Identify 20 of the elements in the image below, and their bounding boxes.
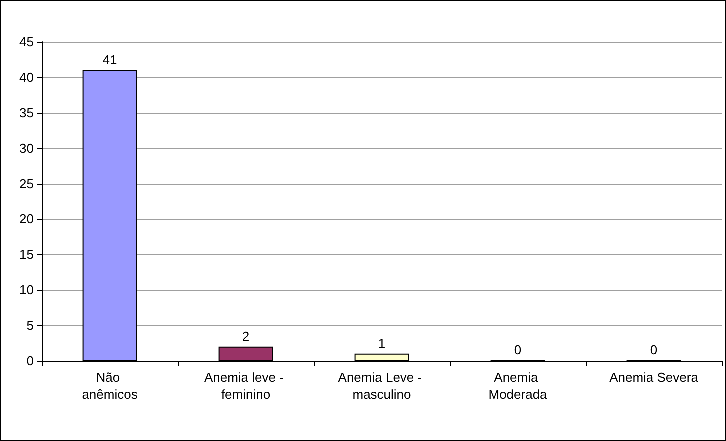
data-label: 0 [650, 342, 658, 358]
data-label: 41 [102, 52, 118, 68]
y-tick-label: 45 [20, 34, 34, 50]
y-tick-label: 30 [20, 140, 34, 156]
x-tick-label: Anemia leve - feminino [204, 370, 288, 402]
y-tick-label: 10 [20, 282, 34, 298]
x-tick-label: Não anêmicos [82, 370, 138, 402]
data-label: 0 [514, 342, 522, 358]
y-tick-label: 0 [26, 354, 34, 368]
x-tick-label: Anemia Moderada [488, 370, 548, 402]
y-tick-label: 5 [26, 318, 34, 334]
y-tick-label: 35 [20, 105, 34, 120]
x-tick-label: Anemia Severa [610, 370, 700, 385]
x-tick-label: Anemia Leve - masculino [338, 370, 426, 402]
y-tick-label: 20 [20, 212, 34, 227]
data-label: 2 [242, 328, 250, 344]
y-tick-label: 25 [20, 176, 34, 192]
y-tick-label: 40 [20, 70, 34, 85]
y-tick-label: 15 [20, 247, 34, 262]
data-label: 1 [378, 336, 386, 351]
